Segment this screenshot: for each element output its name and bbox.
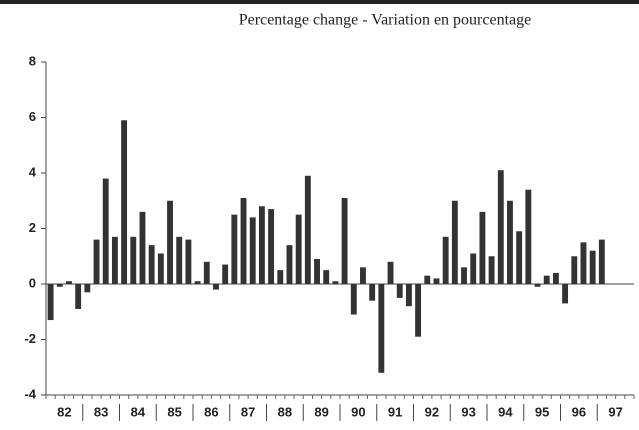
- bar: [194, 281, 201, 284]
- bar: [240, 197, 247, 284]
- bar: [534, 284, 541, 287]
- bar: [442, 236, 449, 284]
- x-tick-label: 87: [241, 404, 255, 419]
- x-tick-label: 97: [608, 404, 622, 419]
- bar: [157, 253, 164, 284]
- bar: [93, 239, 100, 284]
- bar: [323, 270, 330, 284]
- bar: [516, 231, 523, 284]
- y-tick-label: -2: [24, 331, 36, 346]
- bar: [102, 178, 109, 284]
- bar: [461, 267, 467, 284]
- bar: [249, 217, 256, 284]
- x-tick-label: 92: [425, 404, 439, 419]
- bar: [304, 175, 311, 284]
- bar: [396, 284, 403, 298]
- bar: [111, 236, 118, 284]
- x-tick-label: 88: [278, 404, 292, 419]
- top-border: [0, 0, 639, 4]
- x-tick-label: 82: [57, 404, 71, 419]
- bar: [543, 275, 550, 284]
- bar: [222, 264, 229, 284]
- bar: [488, 256, 495, 284]
- y-tick-label: 8: [29, 53, 36, 68]
- x-tick-label: 91: [388, 404, 402, 419]
- bar: [562, 284, 569, 304]
- y-tick-label: 0: [29, 275, 36, 290]
- chart-title: Percentage change - Variation en pourcen…: [239, 12, 531, 29]
- bar: [56, 284, 63, 287]
- bar: [341, 197, 348, 284]
- bar: [268, 209, 275, 284]
- bar: [167, 200, 173, 284]
- y-tick-label: -4: [24, 386, 36, 401]
- bar: [350, 284, 357, 315]
- bar: [121, 120, 128, 285]
- x-tick-label: 83: [94, 404, 108, 419]
- bar: [479, 211, 486, 284]
- bar: [552, 272, 559, 284]
- bar: [387, 261, 394, 284]
- bar: [571, 256, 578, 284]
- bar: [415, 284, 422, 337]
- x-tick-label: 93: [461, 404, 475, 419]
- x-tick-label: 90: [351, 404, 365, 419]
- y-tick-label: 2: [29, 220, 36, 235]
- bar: [185, 239, 192, 284]
- bar: [360, 267, 366, 284]
- bar: [213, 284, 219, 290]
- x-tick-label: 89: [314, 404, 328, 419]
- bar: [451, 200, 458, 284]
- x-tick-label: 86: [204, 404, 218, 419]
- bar: [148, 245, 155, 284]
- bar: [433, 278, 440, 284]
- bar: [47, 284, 54, 321]
- bar: [497, 170, 504, 284]
- bar: [507, 200, 513, 284]
- bar: [139, 211, 146, 284]
- y-tick-label: 4: [29, 164, 37, 179]
- x-tick-label: 85: [167, 404, 181, 419]
- bar: [580, 242, 587, 284]
- y-tick-label: 6: [29, 109, 36, 124]
- x-tick-label: 95: [535, 404, 549, 419]
- bar: [84, 284, 91, 293]
- bar: [470, 253, 477, 284]
- bar: [277, 270, 284, 284]
- bar: [295, 214, 302, 284]
- bar: [332, 281, 339, 284]
- bar: [405, 284, 412, 307]
- bar: [75, 284, 82, 309]
- bar: [424, 275, 431, 284]
- bar: [286, 245, 293, 284]
- bar: [525, 189, 532, 284]
- bar: [369, 284, 376, 301]
- bar: [598, 239, 605, 284]
- bar: [258, 206, 265, 284]
- x-tick-label: 84: [131, 404, 146, 419]
- bar: [176, 236, 183, 284]
- bar: [589, 250, 596, 284]
- x-tick-label: 94: [498, 404, 513, 419]
- x-tick-label: 96: [572, 404, 586, 419]
- bar: [314, 259, 320, 284]
- bar: [203, 261, 210, 284]
- bar: [231, 214, 238, 284]
- bar: [66, 281, 72, 284]
- bar: [378, 284, 385, 373]
- bar: [130, 236, 137, 284]
